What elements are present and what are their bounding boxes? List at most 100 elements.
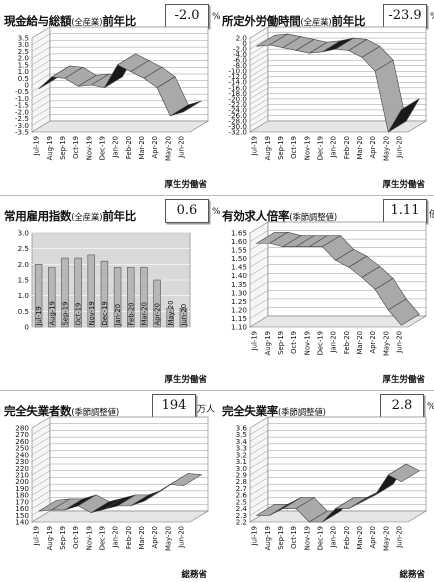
- panel-unemployment-rate: 完全失業率(季節調整値) 2.8 % 3.63.53.43.33.23.13.0…: [220, 392, 434, 582]
- source-label: 厚生労働省: [164, 375, 207, 385]
- y-tick-label: -14.0: [228, 78, 247, 87]
- x-tick-label: Oct-19: [75, 303, 83, 326]
- gridline: [249, 37, 426, 50]
- x-tick-label: Jun-20: [177, 136, 185, 159]
- unit-label: 万人: [197, 405, 216, 415]
- x-tick-label: Nov-19: [303, 331, 311, 355]
- x-tick-label: Oct-19: [72, 136, 80, 159]
- y-tick-label: -12.0: [228, 72, 247, 81]
- y-tick-label: 220: [15, 464, 29, 473]
- y-tick-label: -2.0: [233, 45, 247, 54]
- y-tick-label: 1.20: [231, 305, 247, 314]
- ribbon-segment: [387, 98, 420, 133]
- unit-label: %: [212, 12, 221, 22]
- plot-floor: [30, 510, 210, 523]
- chart-svg: 3.63.53.43.33.23.13.02.92.82.72.62.52.42…: [236, 416, 428, 551]
- y-tick-label: 240: [15, 450, 29, 459]
- x-tick-label: Jul-19: [251, 526, 259, 546]
- y-tick-label: 3.4: [236, 437, 248, 446]
- bar: [87, 254, 95, 328]
- gridline: [31, 416, 208, 429]
- latest-value-box: 2.8: [380, 394, 424, 418]
- y-tick-label: 1.30: [231, 288, 247, 297]
- x-tick-label: Aug-19: [46, 136, 54, 160]
- y-tick-label: 1.40: [231, 271, 247, 280]
- y-tick-label: 3.5: [236, 430, 247, 439]
- chart-title: 完全失業者数(季節調整値): [4, 404, 119, 418]
- y-tick-label: -22.0: [228, 100, 247, 109]
- y-tick-label: 2.2: [236, 518, 247, 527]
- y-tick-label: 140: [15, 518, 29, 527]
- x-tick-label: Feb-20: [343, 526, 351, 549]
- y-tick-label: 180: [15, 491, 29, 500]
- y-tick-label: 2.4: [236, 504, 248, 513]
- gridline: [31, 483, 208, 496]
- gridline: [31, 114, 208, 126]
- gridline: [249, 315, 426, 328]
- x-tick-label: Nov-19: [303, 136, 311, 160]
- gridline: [249, 76, 426, 88]
- y-tick-label: 150: [15, 511, 29, 520]
- x-tick-label: Aug-19: [48, 301, 56, 325]
- y-tick-label: 190: [15, 484, 29, 493]
- panel-unemployed-persons: 完全失業者数(季節調整値) 194 万人 280 270 260 250 240 230 2…: [2, 392, 215, 582]
- gridline: [249, 93, 426, 105]
- y-tick-label: -20.0: [228, 94, 247, 103]
- x-tick-label: Nov-19: [85, 526, 93, 550]
- x-tick-label: Jan-20: [114, 304, 122, 327]
- y-tick-label: 250: [15, 444, 29, 453]
- y-tick-label: 2.0: [18, 54, 30, 63]
- x-tick-label: Jan-20: [330, 136, 338, 159]
- y-tick-label: 210: [15, 471, 29, 480]
- y-tick-label: 0.5: [18, 307, 29, 316]
- gridline: [31, 490, 208, 503]
- y-tick-label: 2.0: [236, 34, 248, 43]
- latest-value-box: 0.6: [165, 199, 209, 223]
- y-tick-label: -1.0: [15, 94, 29, 103]
- y-tick-label: -24.0: [228, 105, 247, 114]
- latest-value-box: -2.0: [165, 4, 209, 28]
- x-tick-label: Jun-20: [177, 526, 185, 549]
- gridline: [31, 60, 208, 72]
- source-label: 総務省: [399, 570, 425, 580]
- divider-1: [0, 195, 434, 196]
- bar: [113, 267, 122, 328]
- y-tick-label: -1.5: [15, 101, 29, 110]
- x-tick-label: Sep-19: [61, 302, 69, 326]
- gridline: [31, 53, 208, 66]
- y-tick-label: 1.5: [18, 276, 29, 285]
- chart-svg: 1.651.601.551.501.451.401.351.301.251.20…: [231, 221, 428, 356]
- y-tick-label: 3.0: [18, 229, 30, 238]
- x-tick-label: Jan-20: [330, 331, 338, 354]
- y-tick-label: 170: [15, 497, 29, 506]
- chart-title: 常用雇用指数(全産業)前年比: [4, 209, 136, 223]
- y-tick-label: 1.5: [18, 60, 29, 69]
- x-tick-label: Mar-20: [138, 136, 146, 160]
- unit-label: %: [430, 12, 434, 22]
- x-tick-label: Sep-19: [277, 331, 285, 355]
- gridline: [249, 82, 426, 94]
- x-tick-label: Jun-20: [180, 304, 188, 327]
- latest-value-box: -23.9: [383, 4, 427, 28]
- gridline: [31, 33, 208, 45]
- gridline: [31, 100, 208, 113]
- bar: [74, 257, 82, 328]
- gridline: [249, 230, 426, 242]
- y-tick-label: 3.5: [18, 34, 29, 43]
- chart-svg: 3.0 2.5 2.0 1.5 1.0 0.5 0 Jul-19 Aug-19 Sep-19 Oct…: [18, 229, 191, 332]
- bar: [153, 279, 161, 328]
- unit-label: 倍: [429, 210, 434, 220]
- x-tick-label: Jun-20: [395, 136, 403, 159]
- x-tick-label: Feb-20: [125, 136, 133, 159]
- x-tick-label: Jan-20: [112, 136, 120, 159]
- x-tick-label: Jun-20: [395, 526, 403, 549]
- y-tick-label: 1.65: [231, 229, 247, 238]
- y-tick-label: 160: [15, 504, 29, 513]
- x-tick-label: Feb-20: [343, 331, 351, 354]
- x-tick-label: Apr-20: [151, 526, 159, 548]
- y-tick-label: 270: [15, 430, 29, 439]
- x-tick-label: Apr-20: [369, 526, 377, 548]
- y-tick-label: -30.0: [228, 122, 247, 131]
- gridline: [249, 483, 426, 496]
- gridline: [31, 510, 208, 523]
